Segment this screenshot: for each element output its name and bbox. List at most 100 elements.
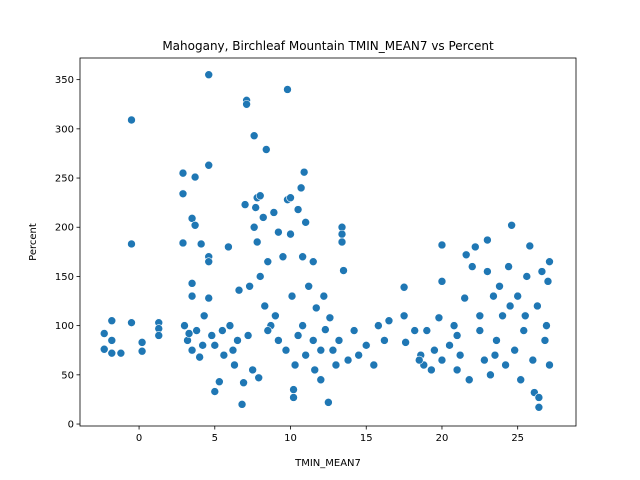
- point: [325, 313, 335, 323]
- point: [286, 229, 295, 239]
- y-axis-label: Percent: [28, 223, 39, 261]
- point: [178, 189, 188, 199]
- point: [422, 326, 432, 335]
- point: [243, 331, 253, 340]
- point: [192, 326, 201, 335]
- point: [210, 341, 220, 350]
- point: [354, 350, 363, 360]
- point: [204, 293, 214, 303]
- point: [287, 291, 297, 301]
- point: [290, 360, 300, 370]
- point: [498, 311, 507, 321]
- point: [480, 355, 489, 365]
- point: [321, 325, 330, 334]
- point: [296, 183, 306, 193]
- point: [289, 393, 298, 402]
- point: [187, 291, 197, 301]
- point: [293, 205, 303, 214]
- plot-frame: [79, 57, 577, 427]
- point: [449, 321, 459, 330]
- point: [99, 329, 109, 338]
- point: [234, 285, 244, 295]
- point: [271, 311, 280, 321]
- point: [178, 168, 188, 178]
- point: [455, 350, 465, 360]
- y-tick-label: 250: [55, 174, 74, 185]
- point: [255, 191, 265, 201]
- point: [399, 311, 409, 321]
- point: [218, 326, 227, 335]
- point: [254, 373, 264, 383]
- point: [204, 70, 214, 80]
- point: [434, 313, 444, 323]
- point: [261, 145, 271, 154]
- point: [107, 336, 117, 345]
- point: [467, 262, 477, 271]
- point: [184, 329, 194, 338]
- point: [492, 336, 501, 345]
- point: [437, 240, 447, 250]
- point: [369, 360, 379, 370]
- point: [299, 167, 309, 177]
- point: [187, 345, 197, 355]
- point: [225, 321, 235, 330]
- point: [331, 360, 341, 370]
- point: [195, 352, 204, 362]
- point: [460, 293, 469, 303]
- point: [298, 321, 307, 330]
- point: [137, 346, 147, 356]
- point: [540, 336, 550, 345]
- point: [255, 272, 265, 281]
- point: [137, 338, 147, 347]
- point: [107, 316, 117, 326]
- point: [240, 200, 250, 209]
- point: [374, 321, 383, 330]
- point: [410, 326, 420, 335]
- y-tick-label: 300: [55, 124, 74, 135]
- point: [445, 341, 454, 350]
- y-tick-label: 100: [55, 321, 74, 332]
- point: [316, 345, 326, 355]
- x-axis-label: TMIN_MEAN7: [294, 458, 361, 469]
- point: [204, 160, 214, 170]
- y-tick-label: 150: [55, 272, 74, 283]
- point: [304, 281, 313, 291]
- point: [324, 398, 333, 407]
- point: [248, 365, 257, 375]
- point: [334, 336, 344, 345]
- point: [349, 326, 359, 335]
- point: [278, 252, 288, 262]
- point: [537, 267, 547, 276]
- point: [274, 227, 283, 237]
- point: [543, 277, 553, 286]
- point: [239, 378, 248, 388]
- x-tick-label: 5: [212, 433, 218, 444]
- y-tick-label: 200: [55, 223, 74, 234]
- point: [464, 375, 474, 385]
- point: [230, 360, 239, 370]
- point: [308, 257, 318, 266]
- point: [483, 235, 492, 245]
- point: [545, 257, 554, 266]
- point: [249, 222, 259, 232]
- point: [269, 208, 279, 217]
- point: [525, 241, 535, 251]
- point: [187, 279, 197, 288]
- point: [427, 365, 436, 375]
- point: [534, 403, 544, 412]
- point: [154, 331, 164, 340]
- point: [337, 229, 347, 239]
- point: [99, 344, 109, 354]
- point: [384, 316, 394, 326]
- point: [245, 281, 254, 291]
- point: [286, 193, 295, 203]
- point: [251, 203, 260, 212]
- point: [207, 331, 217, 340]
- point: [483, 267, 492, 276]
- point: [545, 360, 554, 370]
- point: [196, 239, 206, 249]
- point: [127, 239, 136, 249]
- point: [281, 345, 291, 355]
- point: [274, 336, 283, 345]
